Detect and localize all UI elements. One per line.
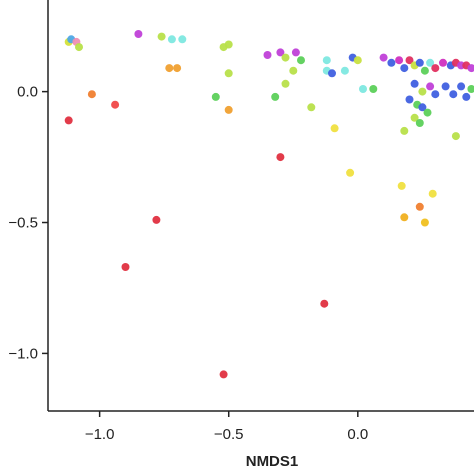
data-point xyxy=(289,66,298,75)
data-point xyxy=(400,126,409,135)
data-point xyxy=(439,58,447,67)
x-tick-label: −1.0 xyxy=(85,426,115,443)
data-point xyxy=(167,35,176,44)
data-point xyxy=(405,95,414,104)
data-point xyxy=(369,85,378,93)
data-point xyxy=(397,181,406,190)
data-point xyxy=(431,64,440,73)
data-point xyxy=(400,64,409,73)
data-point xyxy=(340,66,349,75)
data-point xyxy=(87,90,96,99)
data-point xyxy=(441,82,450,91)
x-tick-label: 0.0 xyxy=(347,426,368,443)
data-point xyxy=(271,92,280,101)
data-point xyxy=(224,69,233,78)
data-point xyxy=(297,56,305,65)
points-layer xyxy=(64,30,474,379)
data-point xyxy=(219,370,228,379)
data-point xyxy=(322,56,331,65)
data-point xyxy=(224,40,233,49)
data-point xyxy=(165,64,174,73)
data-point xyxy=(75,43,83,52)
data-point xyxy=(359,85,367,93)
data-point xyxy=(400,213,409,222)
data-point xyxy=(157,32,166,41)
y-tick-label: −0.5 xyxy=(8,215,38,232)
data-point xyxy=(428,189,437,198)
data-point xyxy=(320,299,329,308)
data-point xyxy=(307,103,316,112)
data-point xyxy=(426,82,435,91)
data-point xyxy=(415,58,424,67)
data-point xyxy=(420,218,429,227)
data-point xyxy=(415,119,424,127)
data-point xyxy=(418,103,427,112)
data-point xyxy=(426,58,435,67)
data-point xyxy=(328,69,336,78)
data-point xyxy=(410,79,419,88)
y-tick-label: 0.0 xyxy=(17,84,38,101)
data-point xyxy=(121,263,130,271)
data-point xyxy=(353,56,362,65)
data-point xyxy=(395,56,404,65)
data-point xyxy=(291,48,300,57)
data-point xyxy=(420,66,429,75)
data-point xyxy=(276,153,285,162)
data-point xyxy=(224,105,233,114)
data-point xyxy=(405,56,414,65)
data-point xyxy=(418,87,427,96)
data-point xyxy=(457,82,466,91)
data-point xyxy=(379,53,388,62)
data-point xyxy=(281,53,290,62)
data-point xyxy=(173,64,182,73)
data-point xyxy=(263,51,272,59)
data-point xyxy=(451,132,460,141)
data-point xyxy=(64,116,73,125)
data-point xyxy=(134,30,143,38)
x-tick-label: −0.5 xyxy=(214,426,244,443)
data-point xyxy=(281,79,290,88)
y-tick-label: −1.0 xyxy=(8,345,38,362)
data-point xyxy=(462,92,471,101)
data-point xyxy=(431,90,440,99)
data-point xyxy=(387,58,396,67)
data-point xyxy=(467,85,474,93)
data-point xyxy=(346,168,355,177)
y-axis-ticks: 0.0 −0.5 −1.0 xyxy=(8,84,48,362)
data-point xyxy=(449,90,458,99)
x-axis-ticks: −1.0 −0.5 0.0 xyxy=(85,411,368,443)
data-point xyxy=(211,92,220,101)
data-point xyxy=(467,64,474,73)
data-point xyxy=(152,215,161,224)
data-point xyxy=(423,108,432,117)
x-axis-title: NMDS1 xyxy=(246,453,299,470)
data-point xyxy=(415,202,424,211)
data-point xyxy=(276,48,285,57)
data-point xyxy=(178,35,187,44)
data-point xyxy=(410,113,419,122)
data-point xyxy=(111,100,120,109)
data-point xyxy=(330,124,339,133)
